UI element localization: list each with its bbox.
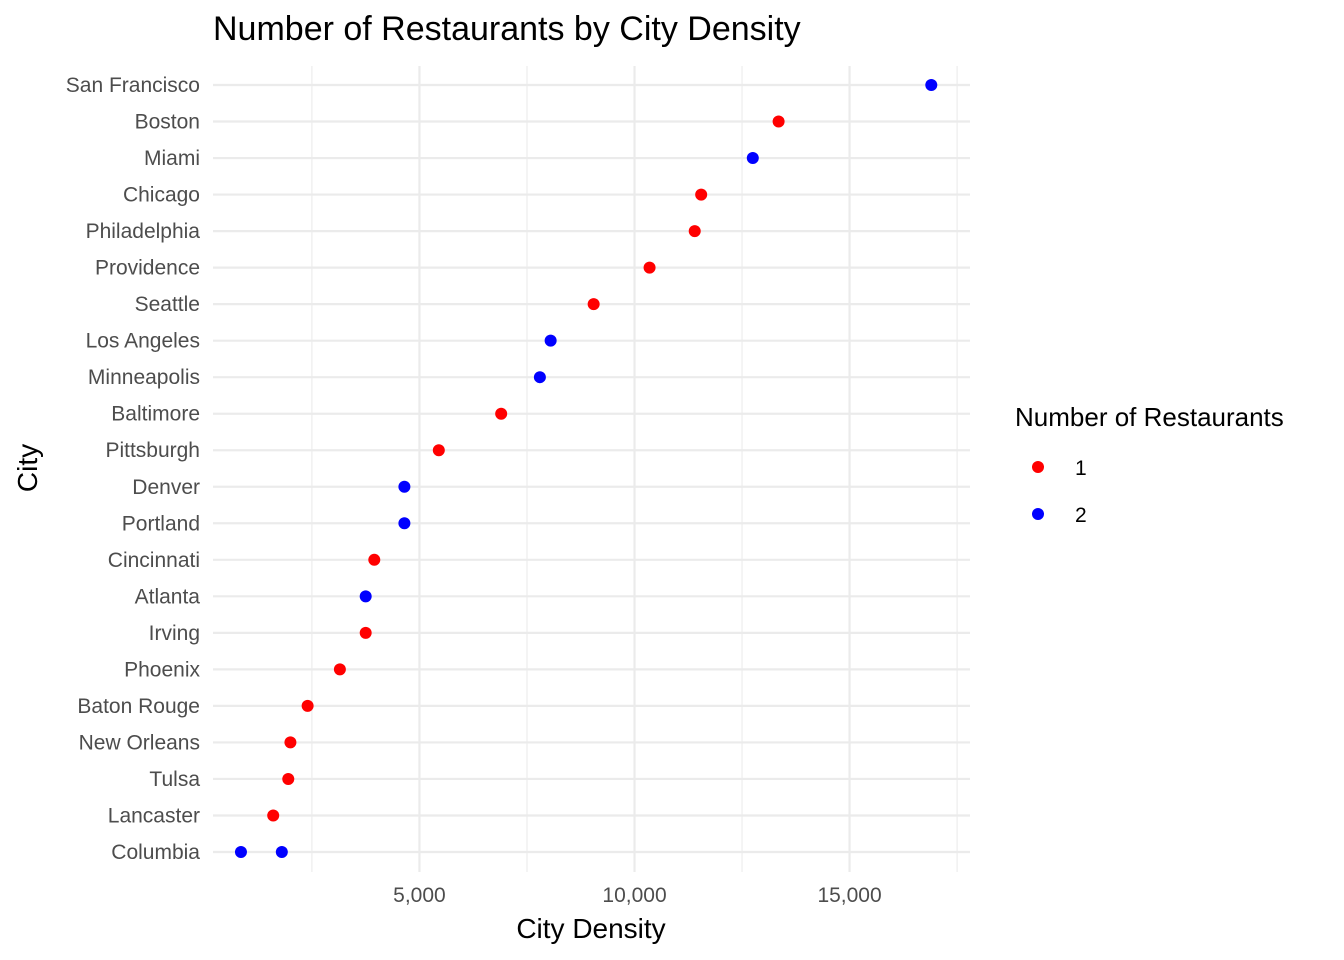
data-point (544, 334, 557, 347)
legend-swatch (1032, 461, 1044, 473)
data-point (533, 371, 546, 384)
data-point (925, 79, 938, 91)
y-tick-label: Atlanta (135, 585, 201, 608)
y-tick-label: New Orleans (79, 731, 200, 754)
data-point (284, 736, 297, 749)
x-tick-label: 10,000 (602, 884, 666, 907)
x-tick-label: 15,000 (817, 884, 881, 907)
y-tick-label: Irving (149, 622, 200, 645)
y-axis-tick-labels: San Francisco Boston Miami Chicago Philadelp… (66, 74, 201, 864)
y-tick-label: Miami (144, 147, 200, 170)
y-tick-label: Columbia (111, 841, 200, 864)
y-tick-label: Cincinnati (108, 549, 200, 572)
data-point (432, 444, 445, 457)
y-tick-label: Tulsa (149, 768, 200, 791)
y-tick-label: San Francisco (66, 74, 200, 97)
y-tick-label: Providence (95, 257, 200, 280)
y-tick-label: Pittsburgh (105, 439, 200, 462)
data-point (688, 225, 701, 238)
data-point (495, 407, 508, 420)
y-tick-label: Minneapolis (88, 366, 200, 389)
data-point (275, 846, 288, 858)
data-point (301, 699, 314, 712)
x-tick-label: 5,000 (393, 884, 446, 907)
y-tick-label: Baltimore (111, 403, 200, 426)
data-point (359, 626, 372, 639)
data-point (398, 480, 411, 493)
x-axis-title: City Density (516, 913, 665, 944)
y-tick-label: Denver (132, 476, 200, 499)
legend-swatch (1032, 508, 1044, 520)
y-tick-label: Los Angeles (86, 330, 200, 353)
data-point (643, 261, 656, 274)
data-point (695, 188, 708, 201)
data-point (398, 517, 411, 530)
data-point (267, 809, 280, 822)
y-tick-label: Philadelphia (86, 220, 201, 243)
legend-label: 2 (1075, 504, 1087, 527)
legend-label: 1 (1075, 457, 1087, 480)
legend-title: Number of Restaurants (1015, 402, 1284, 432)
data-point (368, 553, 381, 566)
y-tick-label: Phoenix (124, 658, 200, 681)
y-tick-label: Seattle (135, 293, 200, 316)
y-tick-label: Chicago (123, 184, 200, 207)
data-point (333, 663, 346, 676)
legend-items: 12 (1032, 457, 1087, 527)
data-point (772, 115, 785, 128)
gridlines (213, 66, 970, 872)
chart-title: Number of Restaurants by City Density (213, 10, 801, 48)
legend: Number of Restaurants 12 (1015, 402, 1284, 527)
data-point (234, 846, 247, 858)
y-tick-label: Boston (135, 111, 200, 134)
y-tick-label: Portland (122, 512, 200, 535)
x-axis-tick-labels: 5,000 10,000 15,000 (393, 884, 882, 907)
data-point (359, 590, 372, 603)
y-axis-title: City (12, 444, 43, 492)
data-point (587, 298, 600, 311)
y-tick-label: Baton Rouge (77, 695, 200, 718)
data-point (746, 152, 759, 165)
data-points (234, 79, 938, 858)
y-tick-label: Lancaster (108, 804, 200, 827)
data-point (282, 772, 295, 785)
